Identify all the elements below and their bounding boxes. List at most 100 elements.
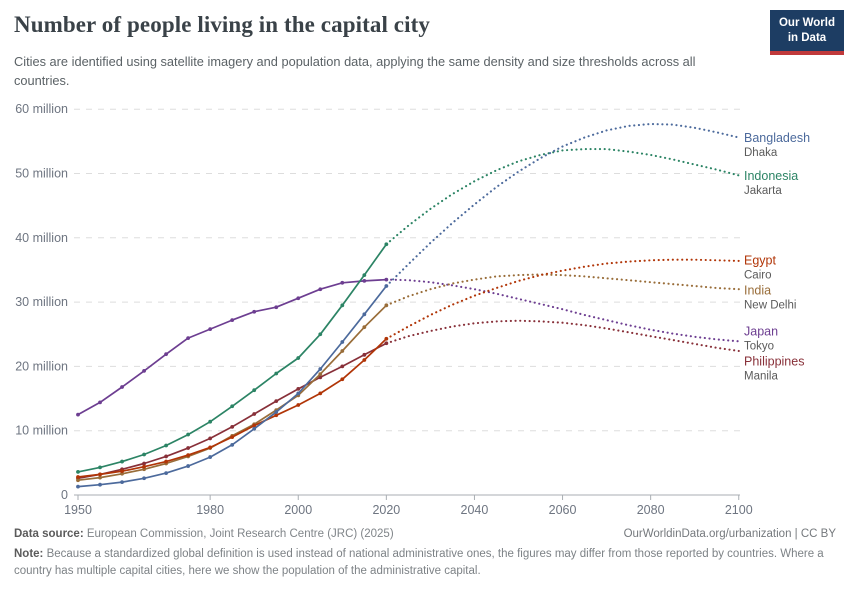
x-tick-label-2020: 2020 (372, 503, 400, 517)
series-indonesia-marker-2005 (318, 332, 323, 337)
series-bangladesh-marker-1960 (120, 480, 124, 485)
series-indonesia-marker-2015 (362, 273, 367, 277)
series-bangladesh-marker-1955 (98, 482, 102, 487)
series-japan-projection-line[interactable] (385, 278, 740, 343)
legend-label-bangladesh[interactable]: Bangladesh (744, 131, 810, 145)
series-japan-marker-2020 (384, 277, 389, 282)
series-japan-marker-1970 (164, 352, 169, 357)
series-egypt-marker-2020 (384, 336, 389, 341)
legend-city-egypt: Cairo (744, 270, 771, 282)
y-tick-label-10: 10 million (15, 424, 68, 438)
series-philippines-marker-1970 (164, 454, 169, 459)
series-philippines-marker-1965 (142, 461, 146, 466)
series-japan-marker-1995 (274, 305, 279, 310)
series-philippines-marker-2000 (296, 387, 301, 391)
series-japan-marker-1960 (120, 385, 124, 389)
y-tick-label-30: 30 million (15, 295, 68, 309)
series-egypt-marker-2000 (296, 403, 301, 407)
x-tick-label-2060: 2060 (549, 503, 577, 517)
series-indonesia-marker-1995 (274, 371, 279, 376)
series-indonesia-marker-1960 (120, 459, 124, 464)
series-india-marker-2020 (384, 303, 389, 308)
page-title: Number of people living in the capital c… (14, 12, 430, 37)
x-tick-label-2080: 2080 (637, 503, 665, 517)
legend-label-india[interactable]: India (744, 284, 771, 298)
series-india-marker-2010 (340, 349, 345, 353)
logo-line2: in Data (787, 31, 827, 44)
series-indonesia-marker-2020 (384, 242, 389, 247)
series-bangladesh-marker-1950 (76, 484, 80, 489)
footnote-text: Because a standardized global definition… (14, 548, 824, 577)
series-egypt-marker-1980 (208, 445, 213, 450)
series-indonesia-marker-1965 (142, 452, 146, 457)
series-japan-marker-2010 (340, 280, 345, 285)
series-indonesia-marker-1975 (186, 432, 191, 437)
series-philippines-marker-1975 (186, 446, 191, 450)
x-tick-label-2000: 2000 (284, 503, 312, 517)
series-egypt-marker-1950 (76, 475, 80, 479)
series-indonesia-marker-2000 (296, 356, 301, 360)
series-bangladesh-marker-2005 (318, 367, 323, 371)
series-egypt-marker-2005 (318, 391, 323, 396)
series-japan-marker-1990 (252, 309, 257, 314)
series-egypt-marker-1995 (274, 413, 279, 418)
series-bangladesh-marker-1975 (186, 464, 191, 468)
series-japan-marker-1965 (142, 369, 146, 373)
series-egypt-marker-2015 (362, 358, 367, 362)
series-indonesia-marker-2010 (340, 303, 345, 308)
series-indonesia-marker-1970 (164, 443, 169, 448)
line-chart-canvas[interactable]: 0 10 million 20 million 30 million 40 millio… (0, 90, 850, 525)
series-india-historical-line[interactable] (77, 304, 387, 482)
series-bangladesh-marker-1970 (164, 471, 169, 476)
series-indonesia-marker-1980 (208, 419, 213, 424)
y-tick-label-40: 40 million (15, 231, 68, 245)
license-link[interactable]: OurWorldinData.org/urbanization | CC BY (623, 528, 836, 540)
data-source: Data source: European Commission, Joint … (14, 528, 394, 540)
series-egypt-marker-1960 (120, 469, 124, 474)
series-bangladesh-marker-2020 (384, 284, 389, 288)
series-japan-historical-line[interactable] (77, 278, 387, 416)
series-bangladesh-projection-line[interactable] (385, 122, 740, 288)
footnote-label: Note: (14, 548, 44, 560)
series-japan-marker-1950 (76, 412, 80, 417)
series-bangladesh-marker-1985 (230, 442, 235, 447)
legend-city-bangladesh: Dhaka (744, 147, 778, 159)
series-philippines-historical-line[interactable] (77, 342, 387, 480)
series-bangladesh-marker-2010 (340, 340, 345, 344)
legend-city-indonesia: Jakarta (744, 185, 782, 197)
y-tick-label-50: 50 million (15, 167, 68, 181)
series-philippines-marker-1980 (208, 436, 213, 441)
series-japan-marker-1985 (230, 318, 235, 323)
legend-label-japan[interactable]: Japan (744, 325, 778, 339)
series-philippines-projection-line[interactable] (385, 319, 740, 353)
series-philippines-marker-2010 (340, 364, 345, 369)
legend-label-indonesia[interactable]: Indonesia (744, 169, 798, 183)
legend-city-philippines: Manila (744, 371, 778, 383)
series-bangladesh-marker-1980 (208, 455, 213, 459)
y-tick-label-20: 20 million (15, 359, 68, 373)
data-source-text: European Commission, Joint Research Cent… (83, 528, 394, 540)
y-tick-label-0: 0 (61, 488, 68, 502)
series-indonesia-marker-1950 (76, 469, 80, 474)
legend-label-egypt[interactable]: Egypt (744, 254, 776, 268)
series-egypt-marker-1965 (142, 464, 146, 469)
x-tick-label-1980: 1980 (196, 503, 224, 517)
series-japan-marker-2000 (296, 296, 301, 301)
legend-label-philippines[interactable]: Philippines (744, 355, 804, 369)
x-tick-label-2040: 2040 (461, 503, 489, 517)
series-indonesia-projection-line[interactable] (385, 148, 740, 246)
series-philippines-marker-1995 (274, 399, 279, 404)
owid-logo[interactable]: Our World in Data (770, 10, 844, 55)
series-japan-marker-1975 (186, 336, 191, 341)
series-egypt-marker-1955 (98, 472, 102, 477)
series-bangladesh-marker-2015 (362, 312, 367, 317)
series-bangladesh-marker-1990 (252, 426, 257, 431)
series-egypt-projection-line[interactable] (385, 258, 740, 340)
series-india-projection-line[interactable] (385, 273, 740, 307)
series-bangladesh-marker-2000 (296, 391, 301, 396)
series-egypt-marker-2010 (340, 377, 345, 382)
series-bangladesh-marker-1995 (274, 410, 279, 414)
chart-subtitle: Cities are identified using satellite im… (14, 54, 696, 89)
series-japan-marker-2015 (362, 278, 367, 283)
